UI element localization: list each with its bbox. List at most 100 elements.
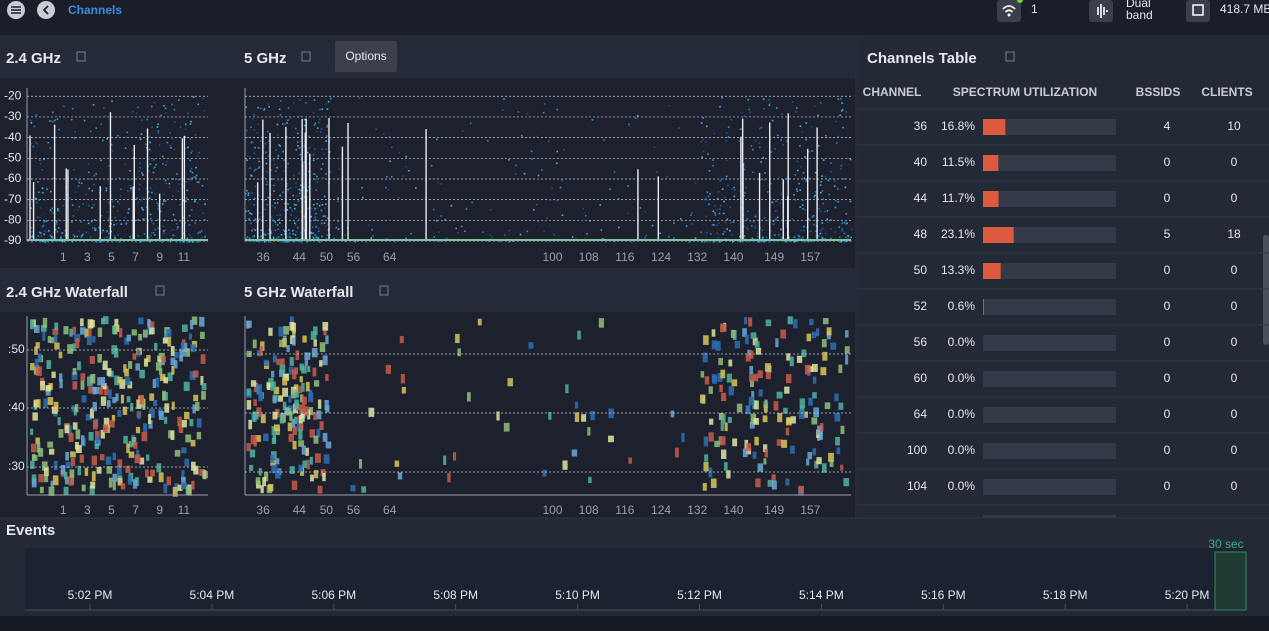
cell-clients: 0 — [1231, 299, 1238, 313]
noise — [531, 158, 533, 160]
waterfall-cell — [108, 477, 113, 488]
waterfall-cell — [90, 373, 96, 384]
noise — [743, 163, 745, 166]
noise — [773, 240, 776, 243]
waterfall-cell — [811, 417, 818, 425]
waterfall-cell — [137, 410, 141, 420]
noise — [106, 211, 109, 213]
noise — [793, 194, 795, 196]
copy-icon[interactable] — [1005, 51, 1015, 62]
noise — [329, 97, 332, 100]
scrollbar[interactable] — [1263, 235, 1269, 345]
waterfall-cell — [288, 395, 292, 403]
noise — [310, 240, 313, 242]
copy-icon[interactable] — [379, 285, 389, 296]
noise — [267, 130, 269, 133]
noise — [801, 131, 804, 133]
waterfall-cell — [43, 398, 48, 408]
noise — [706, 240, 709, 243]
waterfall-cell — [246, 320, 252, 328]
noise — [287, 188, 289, 191]
waterfall-cell — [128, 361, 133, 369]
noise — [189, 234, 191, 237]
noise — [387, 189, 390, 191]
waterfall-cell — [286, 345, 290, 353]
copy-icon[interactable] — [76, 51, 86, 62]
noise — [101, 139, 104, 142]
waterfall-cell — [138, 333, 143, 341]
noise — [281, 191, 284, 193]
copy-icon[interactable] — [301, 51, 311, 62]
waterfall-cell — [764, 399, 768, 408]
noise — [197, 202, 199, 204]
noise — [639, 207, 642, 209]
noise — [258, 194, 260, 197]
noise — [795, 240, 797, 243]
waterfall-cell — [700, 371, 705, 378]
x-tick-label: 56 — [347, 503, 361, 517]
waterfall-cell — [30, 460, 35, 469]
noise — [256, 132, 259, 134]
noise — [843, 221, 846, 224]
noise — [51, 240, 53, 242]
noise — [262, 109, 265, 111]
noise — [542, 111, 545, 114]
noise — [802, 172, 805, 174]
cell-clients: 0 — [1231, 515, 1238, 529]
noise — [370, 236, 373, 239]
noise — [299, 240, 301, 243]
waterfall-cell — [528, 342, 534, 349]
noise — [847, 235, 849, 237]
noise — [50, 210, 53, 213]
noise — [253, 152, 256, 155]
noise — [700, 231, 702, 234]
memory-icon[interactable] — [1186, 0, 1210, 22]
noise — [830, 219, 832, 221]
noise — [43, 230, 46, 233]
noise — [274, 202, 276, 204]
noise — [292, 229, 294, 232]
noise — [799, 125, 802, 127]
noise — [268, 106, 270, 108]
waterfall-cell — [812, 392, 817, 399]
time-window[interactable] — [1214, 551, 1247, 611]
noise — [310, 232, 313, 234]
noise — [326, 108, 329, 110]
waterfall-cell — [89, 485, 95, 495]
options-button[interactable] — [335, 41, 397, 72]
noise — [150, 234, 152, 237]
noise — [656, 171, 658, 173]
noise — [293, 102, 295, 104]
noise — [111, 100, 113, 103]
waterfall-cell — [749, 379, 754, 388]
noise — [810, 125, 813, 128]
noise — [805, 122, 808, 124]
noise — [295, 240, 297, 243]
waterfall-cell — [824, 402, 831, 410]
noise — [51, 111, 54, 114]
noise — [299, 232, 302, 234]
noise — [257, 167, 260, 169]
noise — [390, 175, 393, 178]
waterfall-cell — [171, 365, 175, 375]
waterfall-cell — [310, 331, 317, 340]
noise — [158, 144, 161, 146]
noise — [775, 210, 777, 212]
waterfall-cell — [447, 473, 451, 483]
noise — [72, 234, 75, 236]
waterfall-cell — [826, 327, 832, 336]
noise — [276, 214, 279, 217]
noise — [337, 200, 339, 203]
waterfall-cell — [757, 370, 763, 379]
noise — [744, 192, 746, 194]
noise — [294, 207, 296, 210]
noise — [785, 140, 788, 143]
noise — [277, 236, 280, 239]
waterfall-cell — [719, 436, 726, 446]
copy-icon[interactable] — [155, 285, 165, 296]
noise — [515, 164, 517, 167]
waterfall-cell — [590, 411, 595, 421]
noise — [537, 174, 540, 177]
noise — [830, 228, 832, 230]
back-button[interactable] — [37, 1, 55, 19]
